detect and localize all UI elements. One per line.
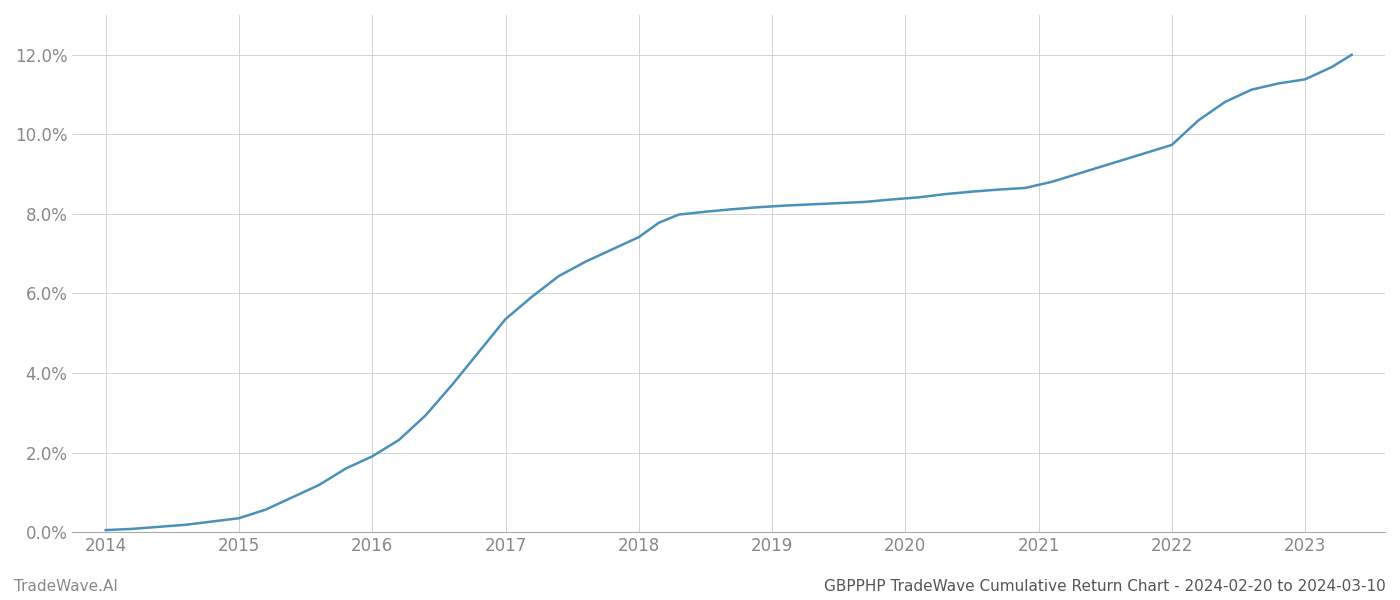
Text: TradeWave.AI: TradeWave.AI xyxy=(14,579,118,594)
Text: GBPPHP TradeWave Cumulative Return Chart - 2024-02-20 to 2024-03-10: GBPPHP TradeWave Cumulative Return Chart… xyxy=(825,579,1386,594)
